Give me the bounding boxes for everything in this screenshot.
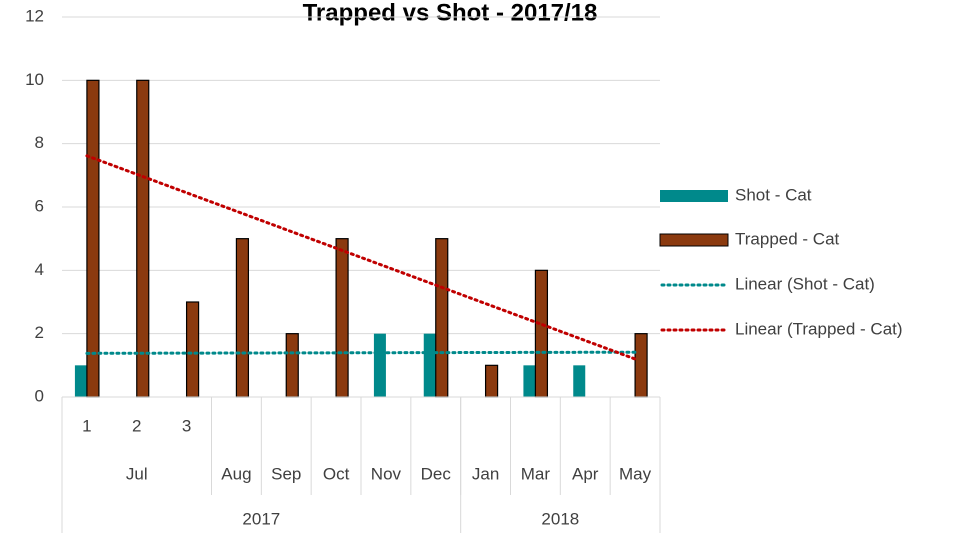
trendline [85, 154, 637, 361]
legend-label: Linear (Trapped - Cat) [735, 319, 903, 338]
month-label: Jan [472, 464, 499, 483]
y-tick-label: 12 [25, 6, 44, 25]
x-tick-label: 3 [182, 416, 191, 435]
legend-label: Shot - Cat [735, 185, 812, 204]
month-label: Sep [271, 464, 301, 483]
y-tick-label: 6 [35, 196, 44, 215]
y-tick-label: 4 [35, 260, 44, 279]
bar [74, 365, 87, 397]
month-label: Aug [221, 464, 251, 483]
bar [235, 238, 250, 398]
y-tick-label: 8 [35, 133, 44, 152]
x-tick-label: 1 [82, 416, 91, 435]
bar [523, 365, 536, 397]
month-label: Nov [371, 464, 402, 483]
y-tick-label: 2 [35, 323, 44, 342]
bar [573, 365, 586, 397]
bar [484, 364, 499, 398]
bar [86, 79, 100, 398]
bar [136, 79, 150, 398]
y-tick-label: 0 [35, 386, 44, 405]
legend-label: Linear (Shot - Cat) [735, 274, 875, 293]
x-tick-label: 2 [132, 416, 141, 435]
bar [373, 333, 386, 397]
bar [435, 238, 449, 398]
bar [423, 333, 436, 397]
trendline [85, 350, 637, 355]
bar [335, 238, 349, 398]
bar [285, 333, 299, 398]
y-tick-label: 10 [25, 70, 44, 89]
bar [534, 269, 549, 398]
year-label: 2018 [541, 509, 579, 528]
year-label: 2017 [242, 509, 280, 528]
month-label: Apr [572, 464, 599, 483]
month-label: Oct [323, 464, 350, 483]
chart-title: Trapped vs Shot - 2017/18 [303, 0, 598, 26]
month-label: May [619, 464, 652, 483]
legend-swatch [660, 190, 728, 202]
legend-label: Trapped - Cat [735, 229, 840, 248]
legend-swatch [659, 233, 729, 247]
month-label: Dec [421, 464, 452, 483]
month-label: Jul [126, 464, 148, 483]
bar [185, 301, 200, 398]
month-label: Mar [521, 464, 551, 483]
bar [634, 333, 648, 398]
